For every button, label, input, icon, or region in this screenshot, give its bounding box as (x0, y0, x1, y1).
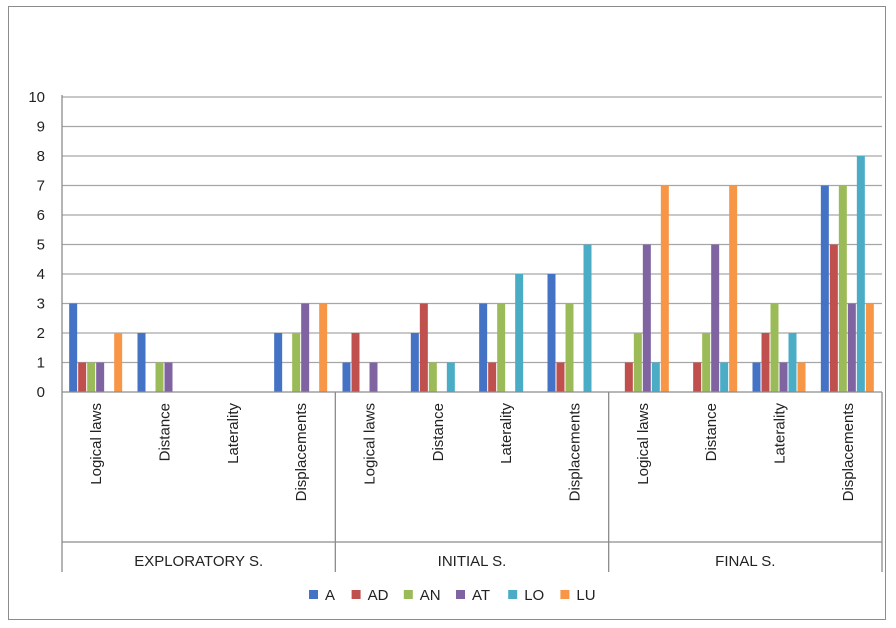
legend-label: AD (368, 587, 389, 604)
bar-LU-10 (797, 362, 806, 392)
bar-AD-10 (761, 333, 770, 392)
bar-LO-8 (651, 362, 660, 392)
y-tick-label: 4 (37, 266, 45, 283)
bar-A-10 (752, 362, 761, 392)
legend-label: AT (472, 587, 490, 604)
bar-LO-9 (720, 362, 729, 392)
bar-AT-4 (369, 362, 378, 392)
bar-A-7 (547, 274, 556, 392)
bar-LO-5 (446, 362, 455, 392)
bar-LU-8 (660, 185, 669, 392)
bar-AT-0 (96, 362, 105, 392)
gridlines (62, 96, 882, 364)
bar-A-5 (410, 333, 419, 392)
bar-AD-4 (351, 333, 360, 392)
category-labels: Logical laws Distance Laterality Displaceme… (88, 403, 857, 502)
bar-LU-11 (865, 303, 874, 392)
category-label: Distance (430, 403, 447, 461)
bar-AT-10 (779, 362, 788, 392)
category-label: Displacements (567, 403, 584, 501)
bar-AT-3 (301, 303, 310, 392)
bar-AD-6 (488, 362, 497, 392)
bar-LO-11 (856, 156, 865, 392)
legend-swatch-LO (508, 590, 518, 599)
bar-AN-9 (702, 333, 711, 392)
legend-swatch-AN (403, 590, 413, 599)
bar-A-3 (274, 333, 283, 392)
group-label: EXPLORATORY S. (134, 553, 263, 570)
bar-AT-9 (711, 244, 720, 392)
bar-LO-7 (583, 244, 592, 392)
axes (61, 95, 883, 572)
bar-LU-9 (729, 185, 738, 392)
legend-label: AN (420, 587, 441, 604)
bar-AD-7 (556, 362, 565, 392)
bar-LO-10 (788, 333, 797, 392)
y-tick-label: 2 (37, 325, 45, 342)
category-label: Laterality (498, 403, 515, 464)
bar-AN-0 (87, 362, 96, 392)
bar-LO-6 (515, 274, 524, 392)
bar-A-4 (342, 362, 351, 392)
bar-AN-6 (497, 303, 506, 392)
legend-label: LU (576, 587, 595, 604)
legend-swatch-LU (560, 590, 570, 599)
y-tick-label: 8 (37, 148, 45, 165)
bar-AN-7 (565, 303, 574, 392)
y-tick-label: 9 (37, 119, 45, 136)
y-tick-label: 6 (37, 207, 45, 224)
group-label: FINAL S. (715, 553, 775, 570)
bar-AT-8 (642, 244, 651, 392)
bar-AD-0 (78, 362, 87, 392)
legend: A AD AN AT LO LU (309, 587, 596, 604)
bar-A-6 (479, 303, 488, 392)
y-tick-label: 10 (28, 89, 45, 106)
bar-AN-3 (292, 333, 301, 392)
bar-AD-9 (693, 362, 702, 392)
bar-A-0 (69, 303, 78, 392)
chart-frame (8, 6, 886, 620)
bar-AN-1 (155, 362, 164, 392)
bar-A-1 (137, 333, 146, 392)
bar-AD-5 (419, 303, 428, 392)
y-tick-label: 7 (37, 178, 45, 195)
category-label: Laterality (772, 403, 789, 464)
bar-AN-11 (838, 185, 847, 392)
bar-AT-11 (847, 303, 856, 392)
category-label: Distance (157, 403, 174, 461)
y-tick-label: 5 (37, 237, 45, 254)
bar-AT-1 (164, 362, 173, 392)
category-label: Displacements (293, 403, 310, 501)
y-tick-label: 1 (37, 355, 45, 372)
category-label: Distance (703, 403, 720, 461)
bar-LU-0 (114, 333, 123, 392)
bar-AD-8 (624, 362, 633, 392)
category-label: Displacements (840, 403, 857, 501)
y-tick-label: 0 (37, 384, 45, 401)
legend-swatch-AD (351, 590, 361, 599)
category-label: Logical laws (635, 403, 652, 485)
bar-AN-8 (633, 333, 642, 392)
category-label: Laterality (225, 403, 242, 464)
legend-swatch-A (309, 590, 318, 599)
bar-AN-10 (770, 303, 779, 392)
bar-LU-3 (319, 303, 328, 392)
bar-AN-5 (428, 362, 437, 392)
y-tick-label: 3 (37, 296, 45, 313)
category-label: Logical laws (88, 403, 105, 485)
bar-A-11 (820, 185, 829, 392)
y-axis-ticks: 0 1 2 3 4 5 6 7 8 9 10 (28, 89, 45, 401)
group-labels: EXPLORATORY S. INITIAL S. FINAL S. (134, 553, 775, 570)
bars (69, 156, 874, 392)
group-label: INITIAL S. (438, 553, 507, 570)
legend-label: LO (524, 587, 544, 604)
bar-AD-11 (829, 244, 838, 392)
category-label: Logical laws (362, 403, 379, 485)
legend-label: A (325, 587, 335, 604)
legend-swatch-AT (456, 590, 465, 599)
